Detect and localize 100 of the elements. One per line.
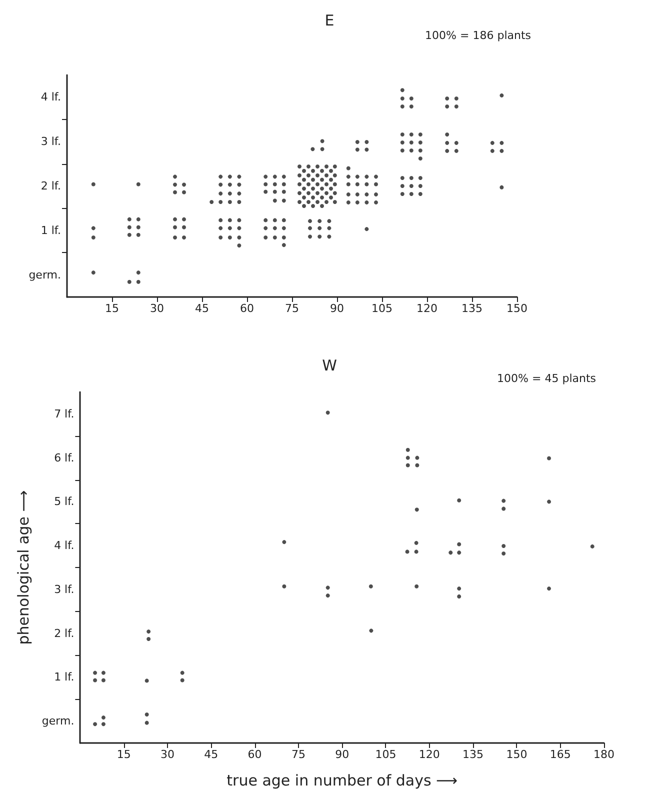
point — [445, 104, 450, 109]
point — [502, 551, 506, 556]
point — [445, 132, 450, 136]
point — [282, 243, 286, 248]
point — [308, 234, 312, 239]
point — [101, 716, 106, 720]
point — [326, 410, 330, 415]
point — [228, 226, 232, 230]
point — [136, 280, 140, 284]
y-tick-label: 4 lf. — [40, 90, 61, 104]
point — [173, 225, 177, 230]
point — [332, 182, 337, 186]
point — [237, 243, 242, 248]
x-tick-label: 135 — [462, 302, 482, 315]
point — [364, 174, 369, 179]
x-tick-label: 90 — [330, 302, 344, 315]
x-tick-label: 135 — [462, 748, 484, 761]
point — [332, 164, 337, 168]
point — [146, 630, 151, 634]
point — [306, 191, 310, 196]
point — [502, 498, 506, 503]
point — [320, 196, 324, 200]
point — [445, 148, 450, 153]
point — [418, 176, 422, 180]
point — [500, 185, 504, 190]
point — [457, 542, 462, 546]
point — [306, 200, 310, 204]
point — [368, 584, 373, 588]
point — [547, 456, 551, 460]
point — [272, 198, 277, 203]
point — [237, 192, 242, 196]
point — [329, 196, 333, 200]
point — [409, 132, 414, 136]
y-tick-label: 7 lf. — [54, 407, 74, 420]
x-tick-label: 30 — [150, 302, 164, 315]
point — [326, 586, 330, 590]
point — [136, 232, 140, 237]
point — [320, 147, 324, 152]
point — [311, 186, 315, 191]
point — [369, 628, 374, 633]
point — [316, 200, 320, 204]
point — [329, 178, 333, 182]
point — [547, 500, 551, 504]
point — [228, 174, 232, 179]
point — [282, 540, 286, 544]
point — [364, 140, 369, 144]
point — [346, 166, 350, 170]
point — [316, 164, 320, 168]
point — [332, 191, 337, 196]
point — [445, 140, 450, 145]
point — [355, 140, 360, 144]
point — [500, 140, 504, 145]
point — [409, 176, 414, 180]
point — [355, 200, 360, 204]
y-tick-label: 2 lf. — [40, 180, 61, 192]
point — [91, 182, 96, 186]
y-tick-label: 1 lf. — [54, 670, 74, 684]
point — [320, 204, 324, 208]
y-tick-label: 3 lf. — [54, 582, 74, 596]
point — [127, 225, 132, 230]
point — [364, 182, 369, 186]
y-tick-label: 3 lf. — [40, 135, 61, 148]
point — [298, 200, 302, 204]
point — [218, 174, 223, 179]
point — [308, 226, 312, 230]
point — [418, 140, 422, 144]
point — [272, 190, 277, 194]
point — [298, 173, 302, 178]
point — [228, 236, 232, 240]
point — [457, 498, 462, 502]
point — [127, 232, 132, 237]
x-tick-label: 180 — [594, 748, 614, 761]
point — [302, 186, 306, 191]
point — [210, 200, 214, 204]
point — [272, 182, 277, 186]
point — [91, 270, 96, 275]
point — [311, 168, 315, 173]
point — [400, 104, 404, 109]
point — [228, 182, 232, 187]
point — [500, 148, 504, 153]
point — [228, 200, 232, 204]
point — [91, 226, 96, 230]
y-tick-label: 5 lf. — [54, 495, 74, 508]
point — [144, 712, 149, 716]
point — [500, 93, 504, 98]
x-tick-label: 105 — [372, 302, 392, 315]
point — [364, 200, 369, 204]
point — [93, 678, 98, 682]
chart-title: W — [322, 356, 338, 374]
point — [282, 226, 286, 230]
x-tick-label: 60 — [240, 302, 254, 315]
point — [374, 174, 378, 179]
point — [406, 448, 410, 452]
x-tick-label: 45 — [204, 748, 218, 761]
point — [146, 637, 151, 642]
x-tick-label: 105 — [375, 748, 396, 761]
point — [400, 176, 404, 180]
point — [400, 140, 404, 144]
point — [418, 156, 422, 160]
x-tick-label: 60 — [248, 748, 262, 761]
